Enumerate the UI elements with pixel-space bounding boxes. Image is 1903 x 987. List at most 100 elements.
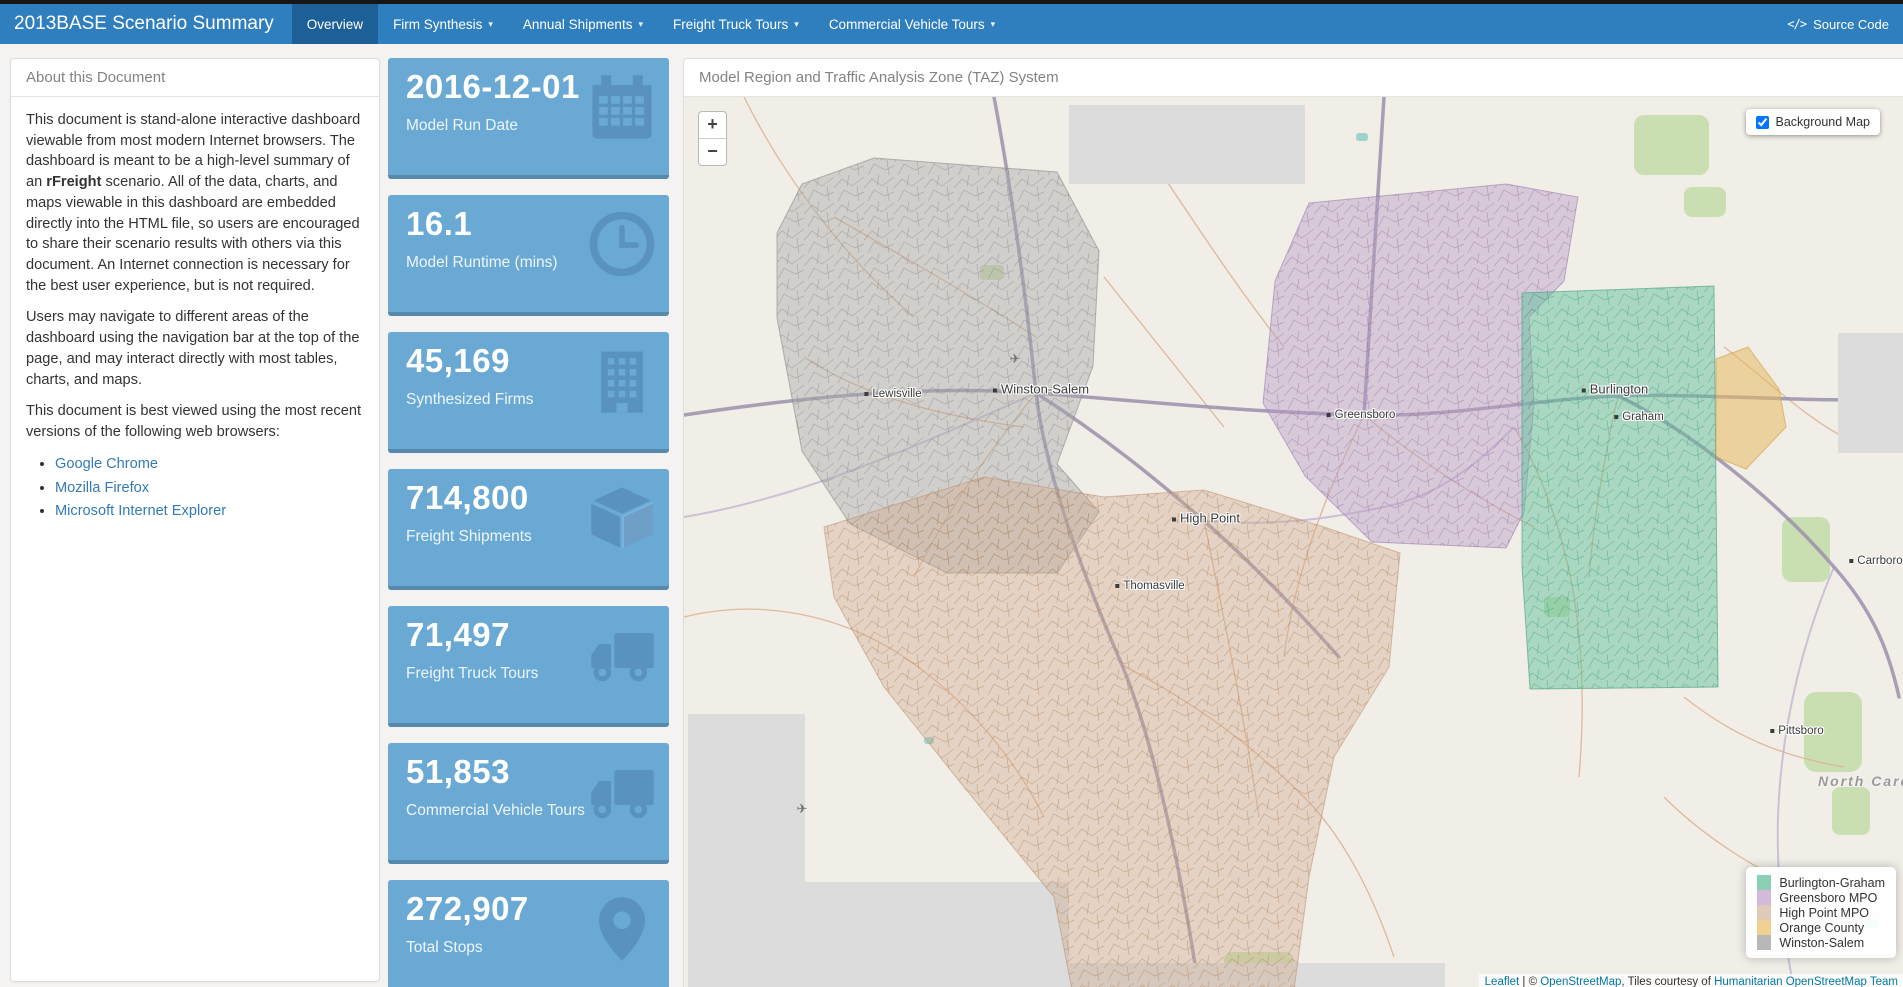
town-marker <box>1326 412 1331 417</box>
openstreetmap-link[interactable]: OpenStreetMap <box>1540 976 1622 987</box>
legend-swatch <box>1757 905 1772 920</box>
city-label-thomasville: Thomasville <box>1115 580 1185 592</box>
tab-firm-synthesis[interactable]: Firm Synthesis ▾ <box>378 4 508 44</box>
stat-card-total-stops: 272,907 Total Stops <box>388 880 669 987</box>
tab-commercial-vehicle-tours[interactable]: Commercial Vehicle Tours ▾ <box>814 4 1010 44</box>
town-marker <box>864 391 869 396</box>
legend-label: Winston-Salem <box>1779 935 1865 950</box>
truck-icon <box>587 757 657 827</box>
map-marker-icon <box>587 894 657 964</box>
about-panel: About this Document This document is sta… <box>10 58 380 982</box>
list-item: Microsoft Internet Explorer <box>55 501 364 522</box>
city-label-winston-salem: Winston-Salem <box>992 382 1089 397</box>
tab-freight-truck-tours-label: Freight Truck Tours <box>672 16 789 32</box>
tab-overview-label: Overview <box>306 16 364 32</box>
stat-value: 51,853 <box>406 753 510 790</box>
city-label-greensboro: Greensboro <box>1326 409 1395 421</box>
internet-explorer-link[interactable]: Microsoft Internet Explorer <box>55 503 227 520</box>
about-paragraph-3: This document is best viewed using the m… <box>26 403 362 441</box>
calendar-icon <box>587 72 657 142</box>
leaflet-map[interactable]: Lewisville Winston-Salem Greensboro Burl… <box>684 97 1903 987</box>
stat-value: 272,907 <box>406 890 529 927</box>
stat-card-freight-shipments: 714,800 Freight Shipments <box>388 469 669 590</box>
town-marker <box>1172 517 1177 522</box>
chevron-down-icon: ▾ <box>990 18 996 29</box>
city-label-pittsboro: Pittsboro <box>1770 725 1824 737</box>
layer-control[interactable]: Background Map <box>1746 109 1880 135</box>
city-label-carrboro: Carrboro <box>1849 555 1903 567</box>
stat-label: Model Run Date <box>406 116 519 134</box>
legend-label: Greensboro MPO <box>1779 890 1878 905</box>
taz-region-winston-salem <box>776 157 1100 574</box>
airport-icon: ✈ <box>1009 351 1021 366</box>
cube-icon <box>587 483 657 553</box>
legend-row: Orange County <box>1757 920 1885 935</box>
about-paragraph-1: This document is stand-alone interactive… <box>26 112 361 294</box>
legend-row: Greensboro MPO <box>1757 890 1885 905</box>
airport-icon: ✈ <box>796 801 808 816</box>
stat-value: 2016-12-01 <box>406 68 580 105</box>
app-title: 2013BASE Scenario Summary <box>14 13 274 34</box>
stat-label: Total Stops <box>406 938 483 956</box>
map-panel-title: Model Region and Traffic Analysis Zone (… <box>684 59 1903 97</box>
stat-value: 45,169 <box>406 342 510 379</box>
town-marker <box>992 388 997 393</box>
source-code-link[interactable]: </> Source Code <box>1787 4 1903 44</box>
city-label-high-point: High Point <box>1172 511 1240 526</box>
mozilla-firefox-link[interactable]: Mozilla Firefox <box>55 479 150 496</box>
about-panel-body: This document is stand-alone interactive… <box>11 97 379 538</box>
legend-swatch <box>1757 920 1772 935</box>
hot-osm-link[interactable]: Humanitarian OpenStreetMap Team <box>1714 976 1898 987</box>
window-edge-strip <box>0 0 1903 4</box>
chevron-down-icon: ▾ <box>794 18 799 29</box>
stat-label: Model Runtime (mins) <box>406 253 558 271</box>
background-map-checkbox[interactable] <box>1756 115 1770 129</box>
tab-overview[interactable]: Overview <box>291 4 379 44</box>
legend-label: High Point MPO <box>1779 905 1870 920</box>
legend-row: Winston-Salem <box>1757 935 1885 950</box>
city-label-lewisville: Lewisville <box>864 388 922 400</box>
town-marker <box>1849 558 1854 563</box>
taz-region-orange-county <box>1715 346 1787 470</box>
stat-value: 71,497 <box>406 616 510 653</box>
tab-annual-shipments-label: Annual Shipments <box>522 16 633 32</box>
tab-commercial-vehicle-tours-label: Commercial Vehicle Tours <box>828 16 985 32</box>
stat-card-synthesized-firms: 45,169 Synthesized Firms <box>388 332 669 453</box>
city-label-graham: Graham <box>1614 411 1664 423</box>
google-chrome-link[interactable]: Google Chrome <box>55 455 159 472</box>
legend-swatch <box>1757 890 1772 905</box>
chevron-down-icon: ▾ <box>488 18 493 29</box>
city-label-burlington: Burlington <box>1581 382 1648 397</box>
rfreight-term: rFreight <box>46 174 102 191</box>
town-marker <box>1115 583 1120 588</box>
code-icon: </> <box>1787 17 1807 31</box>
stat-value: 16.1 <box>406 205 473 242</box>
map-panel: Model Region and Traffic Analysis Zone (… <box>683 58 1903 987</box>
stat-label: Freight Truck Tours <box>406 664 539 682</box>
town-marker <box>1614 414 1619 419</box>
tab-freight-truck-tours[interactable]: Freight Truck Tours ▾ <box>658 4 814 44</box>
stat-label: Freight Shipments <box>406 527 532 545</box>
tab-annual-shipments[interactable]: Annual Shipments ▾ <box>508 4 658 44</box>
clock-icon <box>587 209 657 279</box>
town-marker <box>1770 728 1775 733</box>
browser-list: Google Chrome Mozilla Firefox Microsoft … <box>26 454 364 522</box>
stat-card-freight-truck-tours: 71,497 Freight Truck Tours <box>388 606 669 727</box>
building-icon <box>587 346 657 416</box>
nav-tabs: Overview Firm Synthesis ▾ Annual Shipmen… <box>291 4 1010 44</box>
about-paragraph-2: Users may navigate to different areas of… <box>26 309 360 388</box>
leaflet-link[interactable]: Leaflet <box>1484 976 1520 987</box>
stat-label: Commercial Vehicle Tours <box>406 801 585 819</box>
zoom-in-button[interactable]: + <box>699 112 726 139</box>
source-code-label: Source Code <box>1813 16 1889 32</box>
truck-icon <box>587 620 657 690</box>
zoom-out-button[interactable]: − <box>707 141 718 161</box>
tab-firm-synthesis-label: Firm Synthesis <box>393 16 483 32</box>
map-legend: Burlington-Graham Greensboro MPO High Po… <box>1746 867 1896 958</box>
stat-label: Synthesized Firms <box>406 390 534 408</box>
taz-region-high-point <box>823 476 1401 987</box>
legend-row: High Point MPO <box>1757 905 1885 920</box>
chevron-down-icon: ▾ <box>638 18 643 29</box>
legend-label: Burlington-Graham <box>1779 875 1885 890</box>
